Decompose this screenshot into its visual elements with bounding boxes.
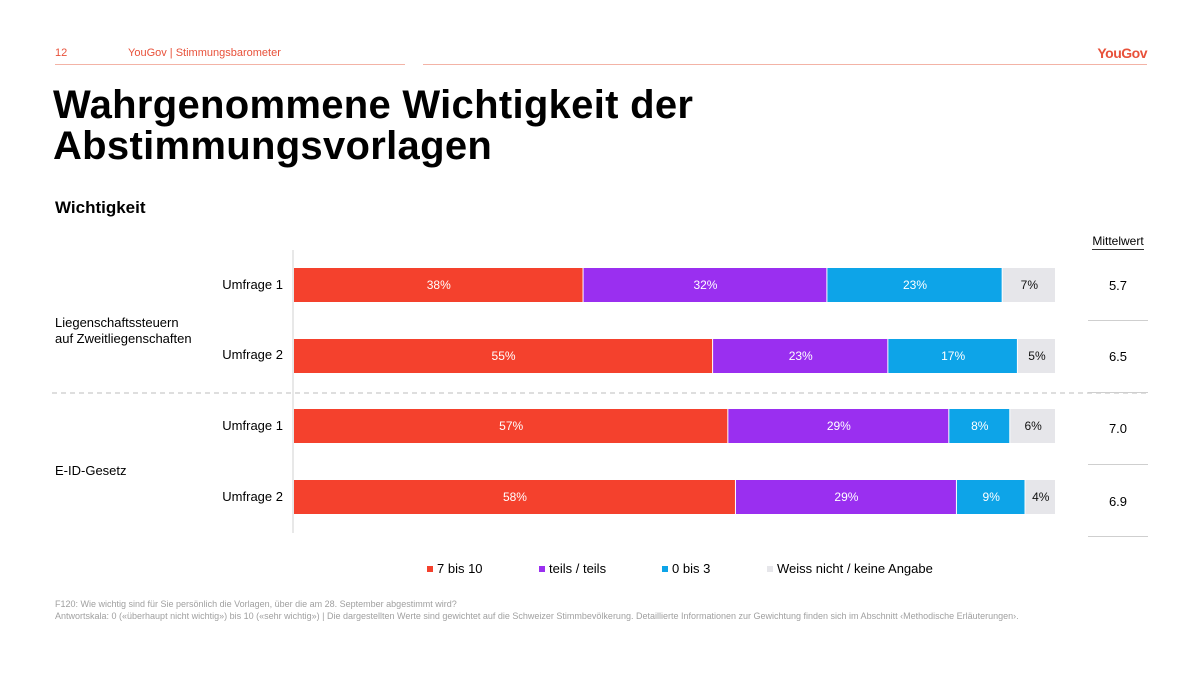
legend-swatch	[427, 565, 433, 572]
bar-segment	[956, 480, 1025, 514]
group-label-liegenschaftssteuern: Liegenschaftssteuern auf Zweitliegenscha…	[55, 315, 192, 347]
group-label-line: auf Zweitliegenschaften	[55, 331, 192, 346]
bar-value-label: 29%	[834, 490, 858, 504]
bar-segment	[1017, 339, 1055, 373]
mittelwert-header: Mittelwert	[1080, 234, 1156, 250]
legend-item-weiss-nicht: Weiss nicht / keine Angabe	[767, 561, 933, 576]
bar-segment	[827, 268, 1002, 302]
mittelwert-separator	[1088, 464, 1148, 465]
header-rule-left	[55, 64, 405, 65]
bar-value-label: 55%	[492, 349, 516, 363]
mittelwert-separator	[1088, 536, 1148, 537]
group-label-e-id-gesetz: E-ID-Gesetz	[55, 463, 127, 479]
legend-label: Weiss nicht / keine Angabe	[777, 561, 933, 576]
legend-item-0-bis-3: 0 bis 3	[662, 561, 710, 576]
bar-value-label: 5%	[1028, 349, 1046, 363]
bar-value-label: 38%	[427, 278, 451, 292]
legend-swatch	[539, 565, 545, 572]
header-source: YouGov | Stimmungsbarometer	[128, 47, 281, 59]
bar-segment	[888, 339, 1017, 373]
bar-value-label: 58%	[503, 490, 527, 504]
legend-item-teils-teils: teils / teils	[539, 561, 606, 576]
mittelwert-value: 5.7	[1108, 278, 1128, 293]
bar-segment	[713, 339, 888, 373]
header-rule-right	[423, 64, 1147, 65]
bar-value-label: 8%	[971, 419, 989, 433]
mittelwert-value: 6.5	[1108, 349, 1128, 364]
page-title: Wahrgenommene Wichtigkeit der Abstimmung…	[53, 83, 694, 168]
bars-layer: 38% 32% 23% 7% 55% 23% 17% 5% 57% 29% 8% 6% 58% 29% 9%…	[294, 268, 1055, 514]
mittelwert-separator	[1088, 320, 1148, 321]
bar-segment	[728, 409, 949, 443]
bar-value-label: 4%	[1032, 490, 1050, 504]
bar-segment	[294, 480, 735, 514]
bar-value-label: 57%	[499, 419, 523, 433]
bar-segment	[949, 409, 1010, 443]
row-label: Umfrage 2	[222, 489, 283, 504]
footnote-scale: Antwortskala: 0 («überhaupt nicht wichti…	[55, 611, 1019, 621]
group-label-line: Liegenschaftssteuern	[55, 315, 179, 330]
bar-segment	[583, 268, 827, 302]
bar-segment	[1010, 409, 1055, 443]
legend-item-7-bis-10: 7 bis 10	[427, 561, 483, 576]
bar-segment	[294, 409, 728, 443]
legend-label: 0 bis 3	[672, 561, 711, 576]
bar-segment	[294, 268, 583, 302]
bar-value-label: 6%	[1024, 419, 1042, 433]
yougov-logo: YouGov	[1097, 45, 1147, 61]
bar-segment	[1002, 268, 1055, 302]
mittelwert-header-label: Mittelwert	[1092, 234, 1144, 250]
chart-subtitle: Wichtigkeit	[55, 198, 146, 217]
footnote-question: F120: Wie wichtig sind für Sie persönlic…	[55, 599, 457, 609]
mittelwert-value: 7.0	[1108, 421, 1128, 436]
bar-value-label: 7%	[1021, 278, 1039, 292]
mittelwert-separator	[1088, 392, 1148, 393]
bar-segment	[1025, 480, 1055, 514]
bar-value-label: 29%	[827, 419, 851, 433]
bar-value-label: 9%	[983, 490, 1001, 504]
bar-value-label: 23%	[789, 349, 813, 363]
bar-value-label: 23%	[903, 278, 927, 292]
legend-label: teils / teils	[549, 561, 607, 576]
bar-value-label: 17%	[941, 349, 965, 363]
bar-value-label: 32%	[693, 278, 717, 292]
row-label: Umfrage 1	[222, 277, 283, 292]
page-number: 12	[55, 47, 68, 59]
legend-label: 7 bis 10	[437, 561, 483, 576]
legend-swatch	[662, 565, 668, 572]
mittelwert-value: 6.9	[1108, 494, 1128, 509]
group-label-line: E-ID-Gesetz	[55, 463, 127, 478]
bar-segment	[294, 339, 713, 373]
legend-swatch	[767, 565, 773, 572]
row-label: Umfrage 1	[222, 418, 283, 433]
bar-segment	[735, 480, 956, 514]
row-label: Umfrage 2	[222, 347, 283, 362]
